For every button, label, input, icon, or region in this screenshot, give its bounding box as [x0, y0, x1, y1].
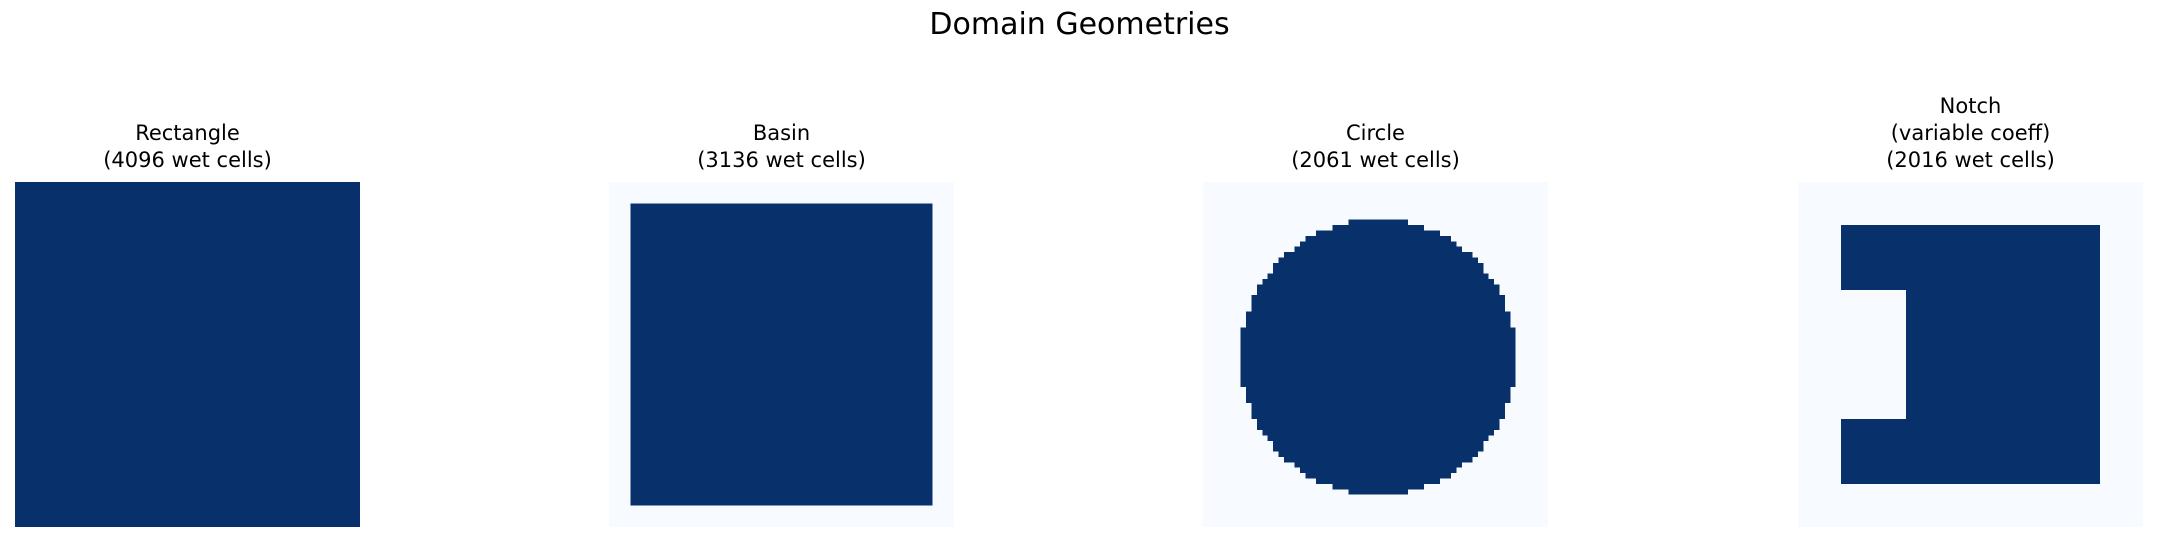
- panel-wetcells-line: (4096 wet cells): [103, 148, 272, 172]
- figure-title: Domain Geometries: [929, 7, 1230, 42]
- domain-grid-basin: [609, 182, 954, 527]
- panel-title-circle: Circle (2061 wet cells): [1203, 120, 1548, 174]
- panel-title-line: Circle: [1346, 121, 1405, 145]
- panel-wetcells-line: (2061 wet cells): [1291, 148, 1460, 172]
- panel-title-rectangle: Rectangle (4096 wet cells): [15, 120, 360, 174]
- panel-title-line: Basin: [752, 121, 811, 145]
- panel-subtitle-line: (variable coeff): [1890, 121, 2051, 145]
- panel-title-line: Rectangle: [135, 121, 240, 145]
- panel-title-notch: Notch (variable coeff) (2016 wet cells): [1798, 93, 2143, 174]
- domain-grid-rectangle: [15, 182, 360, 527]
- panel-title-basin: Basin (3136 wet cells): [609, 120, 954, 174]
- domain-grid-notch: [1798, 182, 2143, 527]
- panel-wetcells-line: (3136 wet cells): [697, 148, 866, 172]
- domain-grid-circle: [1203, 182, 1548, 527]
- panel-title-line: Notch: [1939, 94, 2002, 118]
- panel-wetcells-line: (2016 wet cells): [1886, 148, 2055, 172]
